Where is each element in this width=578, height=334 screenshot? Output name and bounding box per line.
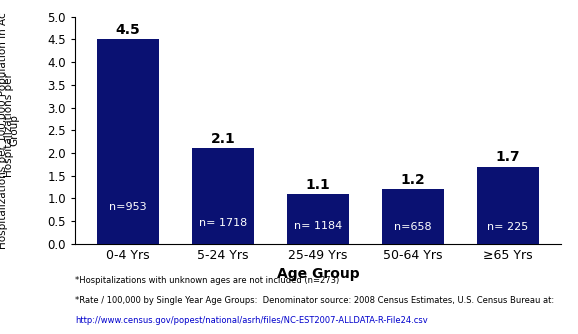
Text: *Hospitalizations with unknown ages are not included (n=273): *Hospitalizations with unknown ages are …: [75, 276, 339, 285]
Bar: [97, 39, 159, 244]
Text: 4.5: 4.5: [116, 23, 140, 37]
Text: Hospitalizations per: Hospitalizations per: [3, 70, 14, 177]
Text: 1.7: 1.7: [495, 150, 520, 164]
Bar: [477, 167, 539, 244]
Bar: [192, 148, 254, 244]
Bar: [287, 194, 349, 244]
Text: n= 1184: n= 1184: [294, 221, 342, 231]
Text: 1.1: 1.1: [306, 178, 330, 192]
Text: Hospitalizations per 100,000 Population in Ac
Group: Hospitalizations per 100,000 Population …: [0, 12, 20, 248]
Text: http://www.census.gov/popest/national/asrh/files/NC-EST2007-ALLDATA-R-File24.csv: http://www.census.gov/popest/national/as…: [75, 316, 428, 325]
Text: 2.1: 2.1: [210, 132, 235, 146]
Bar: [382, 189, 444, 244]
Text: n=658: n=658: [394, 222, 432, 232]
Text: 1.2: 1.2: [401, 173, 425, 187]
Text: *Rate / 100,000 by Single Year Age Groups:  Denominator source: 2008 Census Esti: *Rate / 100,000 by Single Year Age Group…: [75, 296, 554, 305]
Text: n= 1718: n= 1718: [199, 218, 247, 228]
X-axis label: Age Group: Age Group: [277, 267, 359, 281]
Text: n=953: n=953: [109, 202, 147, 212]
Text: n= 225: n= 225: [487, 222, 528, 232]
